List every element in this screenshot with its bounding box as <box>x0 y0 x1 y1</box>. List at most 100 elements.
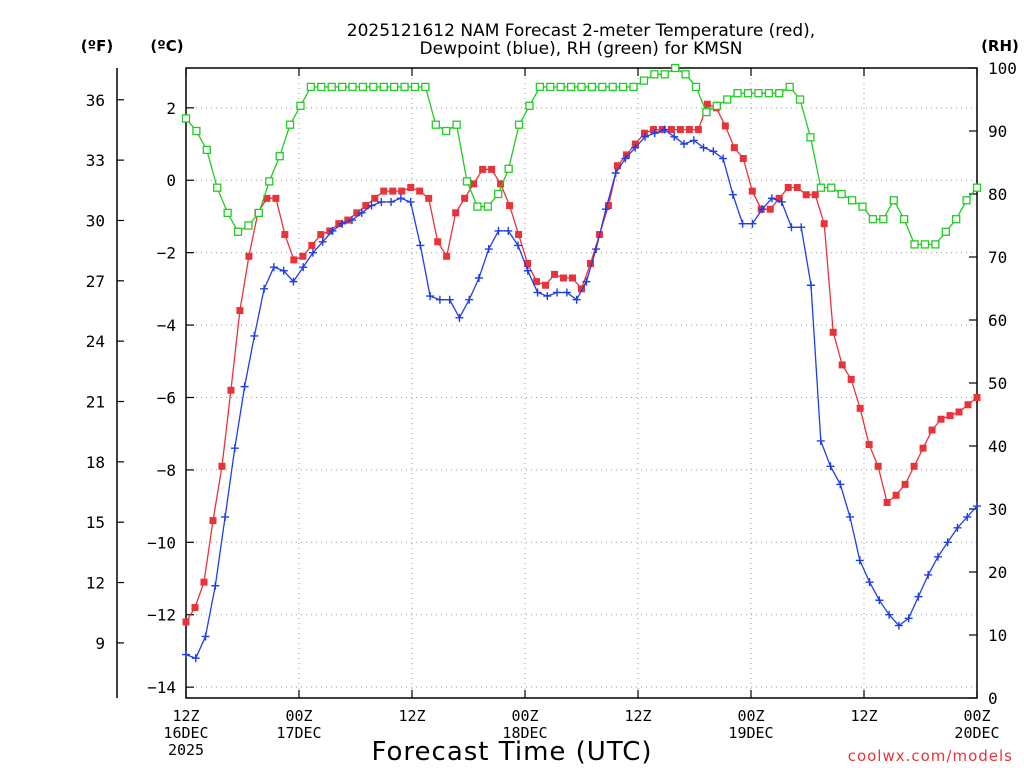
data-point <box>279 266 288 275</box>
data-point <box>387 197 396 206</box>
data-point <box>192 126 201 136</box>
data-point <box>348 82 357 92</box>
data-point <box>680 140 689 149</box>
fahrenheit-tick-label: 33 <box>86 151 105 170</box>
series-line <box>185 128 978 660</box>
data-point <box>524 260 532 268</box>
data-point <box>223 208 232 218</box>
data-point <box>963 512 972 521</box>
series-rh <box>181 63 982 249</box>
data-point <box>816 436 825 445</box>
data-point <box>407 183 415 191</box>
rh-tick-label: 90 <box>988 122 1007 141</box>
data-point <box>523 266 532 275</box>
celsius-tick-label: −8 <box>157 461 176 480</box>
data-point <box>250 331 259 340</box>
data-point <box>689 136 698 145</box>
data-point <box>535 82 545 92</box>
data-point <box>494 189 503 199</box>
data-point <box>721 122 729 130</box>
data-point <box>452 120 461 129</box>
data-point <box>946 412 954 420</box>
data-point <box>777 197 786 206</box>
data-point <box>245 252 253 260</box>
data-point <box>937 415 945 423</box>
data-point <box>618 82 628 92</box>
data-point <box>542 281 550 289</box>
data-point <box>924 570 933 579</box>
data-point <box>443 252 451 260</box>
data-point <box>494 226 503 235</box>
data-point <box>699 143 708 152</box>
data-point <box>434 238 442 246</box>
fahrenheit-tick-label: 12 <box>86 574 105 593</box>
data-point <box>972 183 982 192</box>
rh-tick-label: 0 <box>988 689 998 708</box>
data-point <box>806 281 815 290</box>
data-point <box>874 462 882 470</box>
data-point <box>795 95 805 104</box>
data-point <box>389 187 397 195</box>
rh-tick-label: 100 <box>988 59 1017 78</box>
data-point <box>667 126 675 134</box>
data-point <box>820 220 828 228</box>
data-point <box>442 126 451 136</box>
fahrenheit-tick-label: 21 <box>86 393 105 412</box>
fahrenheit-tick-label: 18 <box>86 453 105 472</box>
data-point <box>973 502 981 511</box>
data-point <box>601 205 610 214</box>
data-point <box>598 82 607 92</box>
data-point <box>631 143 640 152</box>
celsius-tick-label: 2 <box>166 99 176 118</box>
data-point <box>296 101 305 110</box>
data-point <box>650 70 659 79</box>
data-point <box>952 215 961 224</box>
data-point <box>445 295 454 304</box>
data-point <box>470 180 478 188</box>
data-point <box>543 292 552 301</box>
data-point <box>504 164 513 173</box>
data-point <box>562 288 571 297</box>
chart-title-line2: Dewpoint (blue), RH (green) for KMSN <box>420 39 743 59</box>
data-point <box>306 82 316 92</box>
data-point <box>787 223 796 232</box>
data-point <box>962 196 971 205</box>
data-point <box>793 183 801 191</box>
data-point <box>894 621 903 630</box>
data-point <box>211 581 220 590</box>
fahrenheit-tick-label: 27 <box>86 272 105 291</box>
data-point <box>201 632 210 641</box>
data-point <box>885 610 894 619</box>
data-point <box>640 132 649 141</box>
data-point <box>191 603 199 611</box>
rh-tick-label: 60 <box>988 311 1007 330</box>
data-point <box>367 201 376 210</box>
data-point <box>236 307 244 315</box>
data-point <box>285 120 295 129</box>
data-point <box>608 82 617 92</box>
celsius-tick-label: −2 <box>157 244 176 263</box>
data-point <box>344 216 352 224</box>
data-point <box>670 132 679 141</box>
data-point <box>230 444 239 453</box>
data-point <box>556 82 565 92</box>
data-point <box>739 155 747 163</box>
data-point <box>775 89 784 98</box>
data-point <box>621 154 630 163</box>
data-point <box>390 82 399 92</box>
celsius-tick-label: 0 <box>166 171 176 190</box>
fahrenheit-units-label: (ºF) <box>81 37 113 55</box>
celsius-tick-label: −10 <box>147 533 176 552</box>
data-point <box>371 194 379 202</box>
data-point <box>767 194 776 203</box>
data-point <box>181 114 191 123</box>
rh-tick-label: 40 <box>988 437 1007 456</box>
data-point <box>855 556 864 565</box>
data-point <box>233 227 243 236</box>
data-point <box>743 89 753 98</box>
data-point <box>754 89 763 98</box>
data-point <box>592 245 601 254</box>
x-tick-label: 12Z <box>398 707 425 725</box>
data-point <box>488 165 496 173</box>
